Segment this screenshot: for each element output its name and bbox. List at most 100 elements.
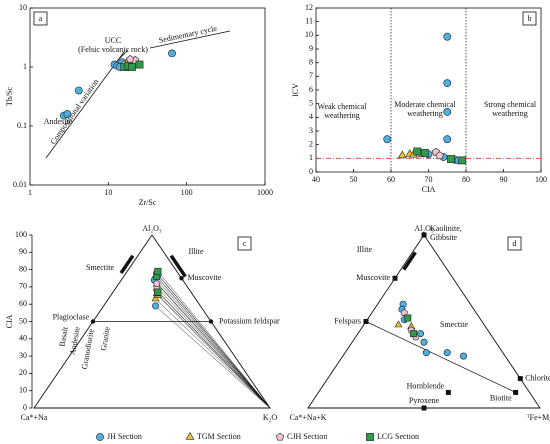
reference-label: Biotite xyxy=(490,393,512,402)
legend-marker xyxy=(96,433,104,441)
point xyxy=(154,288,162,296)
panel-label-box xyxy=(33,11,48,26)
annotation: Smectite xyxy=(440,320,468,329)
panel-label-box xyxy=(507,236,522,251)
point xyxy=(126,55,135,63)
reference-point xyxy=(90,319,96,324)
point xyxy=(447,155,455,163)
point xyxy=(394,320,403,328)
point xyxy=(153,279,161,287)
projection-line xyxy=(156,286,271,409)
point xyxy=(168,49,176,58)
point xyxy=(128,63,136,71)
point xyxy=(404,314,412,322)
projection-line xyxy=(156,293,271,409)
y-tick-label: 30 xyxy=(19,351,27,360)
point xyxy=(413,147,422,156)
y-tick-label: 0 xyxy=(23,403,27,412)
y-axis-label: ICV xyxy=(291,83,300,97)
x-tick-label: 40 xyxy=(312,175,320,184)
y-tick-label: 50 xyxy=(19,316,27,325)
point xyxy=(443,79,452,88)
reference-point xyxy=(392,275,398,281)
annotation: (Felsic volcanic rock) xyxy=(78,45,148,54)
annotation: Sedimentary cycle xyxy=(158,24,218,45)
projection-line xyxy=(155,278,271,409)
y-tick-label: 20 xyxy=(19,368,27,377)
annotation: Granodiorite xyxy=(80,328,96,370)
zone-label: weathering xyxy=(492,109,528,118)
point xyxy=(152,302,160,310)
zone-label: Moderate chemical xyxy=(394,100,456,109)
y-tick-label: 40 xyxy=(19,334,27,343)
vertex-label: ᵀFe+Mg xyxy=(527,413,550,422)
reference-label: Kaolinite, xyxy=(430,224,462,233)
annotation: Granite xyxy=(99,326,112,352)
vertex-label: Ca*+Na+K xyxy=(289,413,326,422)
x-axis-label: CIA xyxy=(422,185,436,194)
point xyxy=(154,267,162,275)
y-tick-label: 90 xyxy=(19,247,27,256)
panel-label-box xyxy=(522,11,537,26)
zone-label: weathering xyxy=(407,109,443,118)
reference-label: Potassium feldspar xyxy=(219,316,280,325)
legend-marker xyxy=(185,431,195,440)
y-tick-label: 70 xyxy=(19,282,27,291)
projection-line xyxy=(155,305,271,409)
annotation: Compositional variation xyxy=(49,77,101,146)
mineral-bar xyxy=(119,254,135,275)
legend-label: CJH Section xyxy=(287,432,327,441)
point xyxy=(435,151,444,160)
y-tick-label: 6 xyxy=(309,85,313,94)
y-tick-label: 7 xyxy=(309,71,313,80)
panel-label: a xyxy=(39,14,43,23)
point xyxy=(410,330,418,338)
trend-line xyxy=(149,30,231,49)
reference-label: Hornblende xyxy=(407,381,445,390)
projection-line xyxy=(156,283,271,409)
reference-label: Felspars xyxy=(334,316,361,325)
panel-label: b xyxy=(528,14,532,23)
annotation: UCC xyxy=(105,36,121,45)
reference-label: Gibbsite xyxy=(430,233,458,242)
x-tick-label: 70 xyxy=(425,175,433,184)
annotation: Illite xyxy=(357,245,373,254)
trend-line xyxy=(115,49,129,63)
point xyxy=(400,308,408,317)
point xyxy=(443,32,452,41)
x-tick-label: 100 xyxy=(181,188,193,197)
reference-point xyxy=(513,389,519,395)
y-tick-label: 4 xyxy=(309,112,313,121)
reference-point xyxy=(421,232,427,238)
reference-point xyxy=(208,319,214,324)
point xyxy=(459,352,467,360)
reference-label: Muscovite xyxy=(188,273,222,282)
point xyxy=(420,338,428,346)
reference-label: Plagioclase xyxy=(53,312,90,321)
y-tick-label: 2 xyxy=(309,139,313,148)
y-tick-label: 60 xyxy=(19,299,27,308)
y-tick-label: 1 xyxy=(309,153,313,162)
y-tick-label: 11 xyxy=(305,16,313,25)
point xyxy=(443,349,451,357)
annotation: Illite xyxy=(188,247,204,256)
point xyxy=(458,156,467,165)
y-tick-label: 100 xyxy=(15,230,27,239)
point xyxy=(422,349,430,357)
vertex-label: Al₂O₃ xyxy=(142,224,162,233)
x-tick-label: 80 xyxy=(462,175,470,184)
projection-line xyxy=(157,271,271,409)
y-tick-label: 0.01 xyxy=(13,180,27,189)
y-tick-label: 0 xyxy=(309,167,313,176)
x-tick-label: 1 xyxy=(28,188,32,197)
y-tick-label: 9 xyxy=(309,44,313,53)
projection-line xyxy=(157,291,271,409)
point xyxy=(397,150,407,159)
vertex-label: Al₂O₃ xyxy=(414,224,434,233)
x-tick-label: 1000 xyxy=(257,188,273,197)
projection-line xyxy=(156,276,271,409)
reference-label: Pyroxene xyxy=(409,396,440,405)
y-tick-label: 12 xyxy=(305,3,313,12)
y-tick-label: 10 xyxy=(19,386,27,395)
reference-point xyxy=(363,319,369,324)
